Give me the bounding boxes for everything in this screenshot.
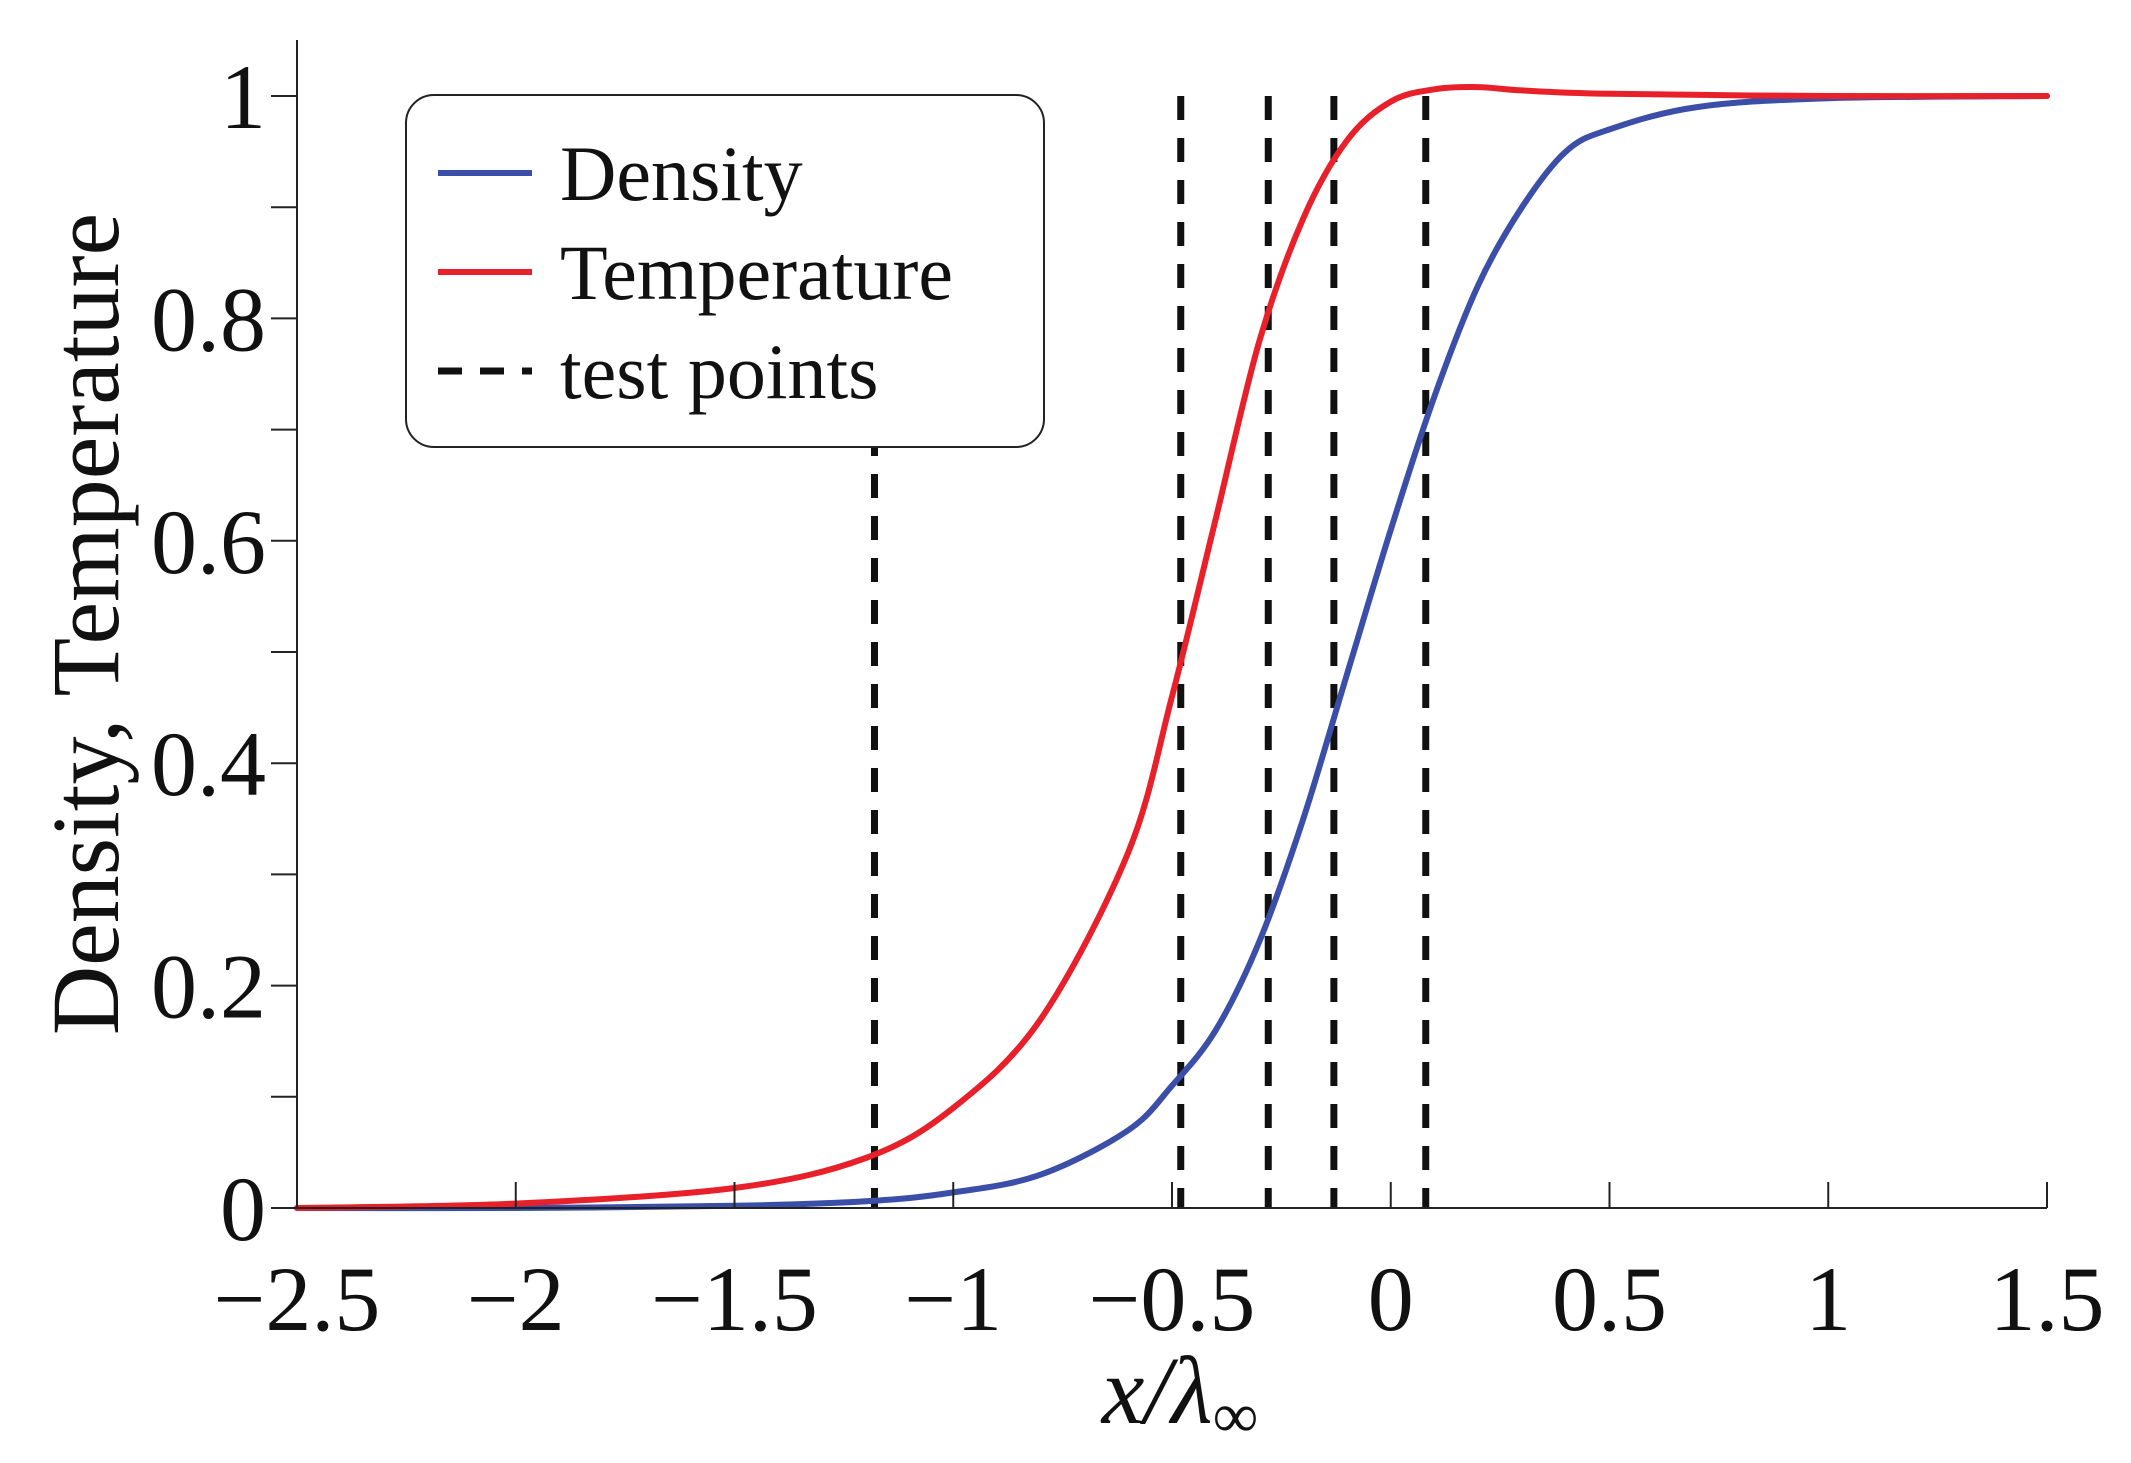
y-tick-label: 0.4 (151, 713, 266, 815)
y-tick-label: 0.8 (151, 268, 266, 370)
legend: Density Temperature test points (405, 94, 1045, 448)
ticks: −2.5 −2 −1.5 −1 −0.5 0 0.5 1 1.5 0 0.2 0.4 0.6 0.8 1 (151, 46, 2105, 1350)
x-tick-label: −0.5 (1089, 1248, 1256, 1350)
legend-box (405, 94, 1045, 448)
legend-label-test-points: test points (560, 328, 879, 415)
x-tick-label: 0.5 (1552, 1248, 1667, 1350)
x-axis-title-main: x/λ (1100, 1337, 1213, 1444)
y-axis-title: Density, Temperature (32, 213, 139, 1035)
legend-label-density: Density (560, 130, 803, 217)
test-point-lines (871, 96, 1430, 1208)
x-tick-label: −1 (904, 1248, 1002, 1350)
series-line-temperature (294, 84, 2050, 1211)
series-line-density (294, 93, 2050, 1212)
x-tick-label: −1.5 (651, 1248, 818, 1350)
y-tick-label: 1 (220, 46, 266, 148)
x-tick-label: 1.5 (1990, 1248, 2105, 1350)
y-tick-label: 0 (220, 1158, 266, 1260)
legend-label-temperature: Temperature (560, 229, 953, 316)
y-tick-label: 0.6 (151, 491, 266, 593)
series-layer (294, 84, 2050, 1212)
x-axis-title-subscript: ∞ (1213, 1380, 1259, 1451)
x-tick-label: 0 (1368, 1248, 1414, 1350)
x-tick-label: −2 (467, 1248, 565, 1350)
y-tick-label: 0.2 (151, 936, 266, 1038)
x-tick-label: −2.5 (214, 1248, 381, 1350)
x-tick-label: 1 (1805, 1248, 1851, 1350)
x-axis-title: x/λ∞ (1100, 1337, 1258, 1451)
